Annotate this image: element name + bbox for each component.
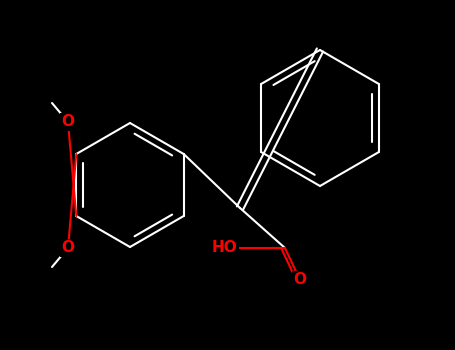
Text: O: O [61, 240, 75, 256]
Text: O: O [293, 273, 307, 287]
Text: HO: HO [211, 240, 237, 256]
Text: O: O [61, 114, 75, 130]
